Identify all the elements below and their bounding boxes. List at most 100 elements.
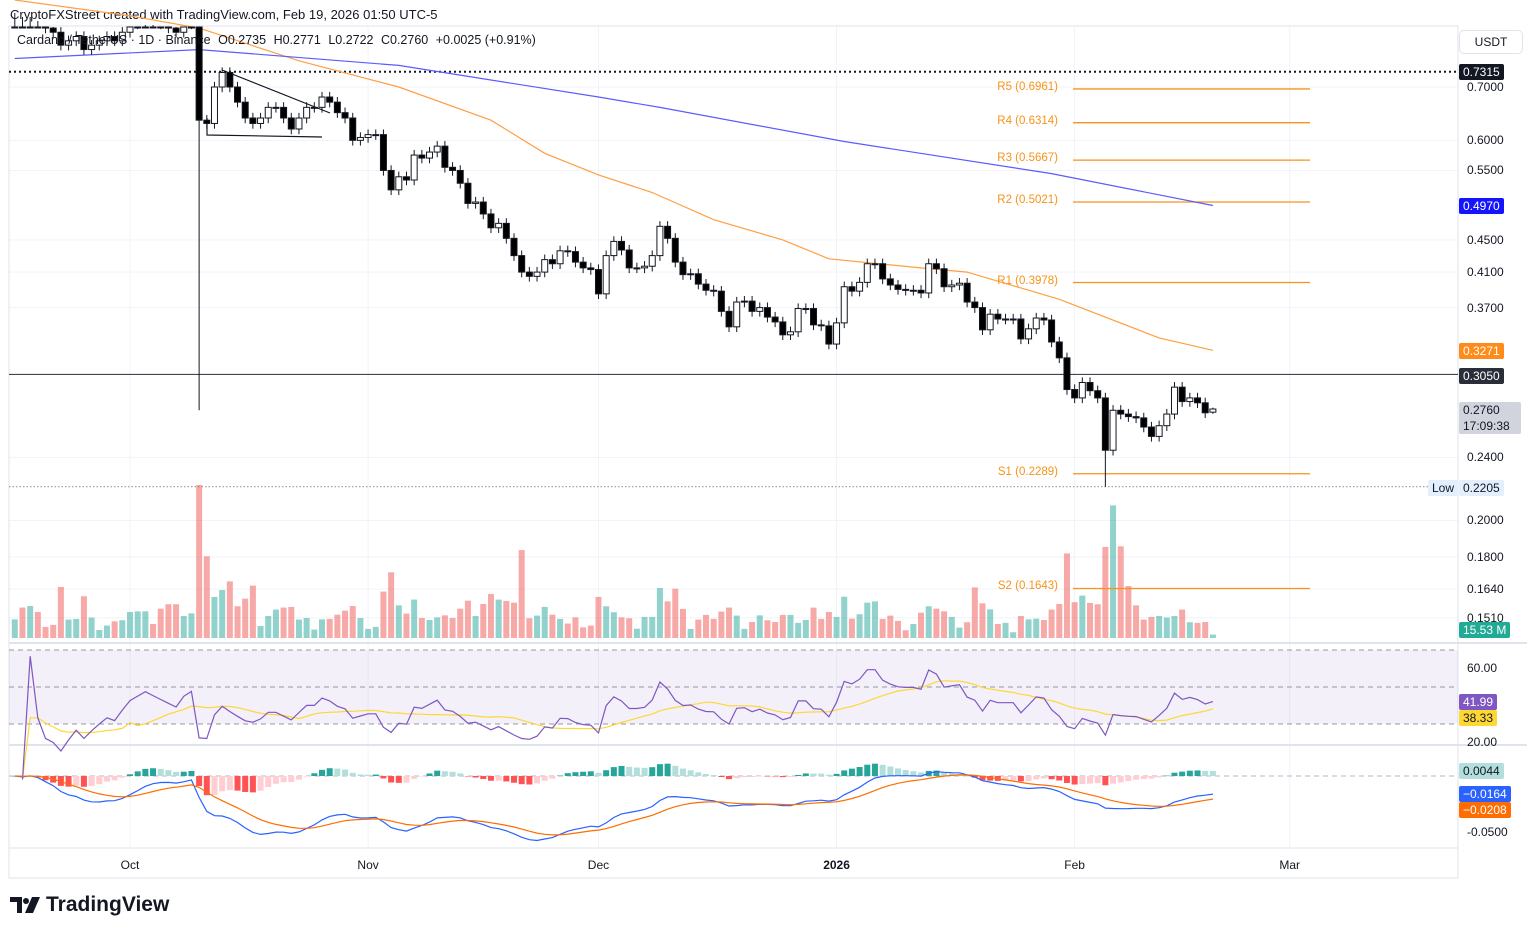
volume-bar <box>695 619 702 638</box>
level-tag-0.3050: 0.3050 <box>1459 368 1504 384</box>
macd-histogram-bar <box>987 776 994 781</box>
volume-bar <box>572 617 579 638</box>
volume-bar <box>311 629 318 638</box>
macd-histogram-bar <box>388 776 395 783</box>
volume-bar <box>1071 602 1078 638</box>
macd-histogram-bar <box>295 776 302 780</box>
candle-body <box>287 117 295 130</box>
macd-histogram-bar <box>726 776 733 780</box>
candle-body <box>303 106 311 119</box>
volume-bar <box>295 619 302 638</box>
candle-body <box>1109 409 1117 451</box>
candle-body <box>725 310 733 328</box>
candle-body <box>149 26 157 29</box>
volume-bar <box>726 607 733 638</box>
macd-histogram-bar <box>587 771 594 776</box>
candle-body <box>687 273 695 276</box>
macd-histogram-bar <box>603 770 610 776</box>
time-tick: Dec <box>587 858 610 872</box>
pivot-label: R2 (0.5021) <box>997 193 1058 206</box>
ma-slow-line <box>14 48 1214 207</box>
volume-bar <box>1056 604 1063 638</box>
candle-body <box>349 117 357 141</box>
macd-histogram-bar <box>557 775 564 777</box>
volume-bar <box>825 612 832 638</box>
candle-body <box>1101 397 1109 451</box>
volume-bar <box>687 628 694 638</box>
volume-bar <box>27 606 34 638</box>
candle-body <box>833 322 841 345</box>
macd-histogram-bar <box>80 776 87 787</box>
low-tag: 0.2205 <box>1459 480 1504 496</box>
candle-body <box>264 106 272 119</box>
candle-body <box>994 313 1002 320</box>
macd-histogram-bar <box>526 776 533 785</box>
volume-bar <box>1087 602 1093 638</box>
candle-body <box>625 249 633 269</box>
macd-histogram-bar <box>165 770 172 776</box>
macd-histogram-bar <box>196 776 203 786</box>
candle-body <box>1048 319 1056 343</box>
volume-bar <box>411 599 418 638</box>
candle-body <box>1071 389 1079 399</box>
volume-bar <box>403 613 410 638</box>
macd-histogram-bar <box>718 776 725 778</box>
macd-histogram-bar <box>357 774 364 776</box>
volume-bar <box>956 627 963 638</box>
volume-bar <box>480 604 487 638</box>
macd-histogram-bar <box>756 776 763 777</box>
macd-histogram-bar <box>280 776 287 783</box>
ohlc-change: +0.0025 (+0.91%) <box>435 33 536 47</box>
macd-histogram-bar <box>641 767 648 776</box>
volume-bar <box>1094 604 1101 638</box>
symbol-name[interactable]: Cardano / TetherUS · 1D · Binance <box>17 33 211 47</box>
chart-frame <box>8 25 1459 879</box>
volume-bar <box>103 625 110 638</box>
volume-bar <box>756 615 763 638</box>
price-tick: 0.4500 <box>1467 232 1504 247</box>
candle-body <box>479 201 487 215</box>
candle-body <box>226 71 234 88</box>
rsi-pane <box>9 649 1458 780</box>
macd-histogram-bar <box>426 773 433 776</box>
pane-borders <box>8 25 1527 879</box>
currency-button[interactable]: USDT <box>1459 30 1523 54</box>
volume-bar <box>257 626 264 638</box>
volume-bar <box>848 618 855 638</box>
macd-histogram-bar <box>211 776 218 795</box>
macd-histogram-bar <box>1079 776 1086 784</box>
volume-bar <box>426 620 433 638</box>
macd-histogram-bar <box>334 768 341 776</box>
volume-bar <box>649 616 656 638</box>
tradingview-logo[interactable]: TradingView <box>10 893 169 917</box>
macd-histogram-bar <box>534 776 541 784</box>
volume-bar <box>142 611 149 638</box>
symbol-legend[interactable]: Cardano / TetherUS · 1D · Binance O0.273… <box>17 33 540 47</box>
macd-histogram-bar <box>1087 776 1093 784</box>
candle-body <box>464 182 472 204</box>
macd-histogram-bar <box>895 768 901 776</box>
candle-body <box>203 119 211 124</box>
volume-bar <box>1017 616 1024 638</box>
candle-body <box>234 86 242 103</box>
volume-bar <box>165 604 172 638</box>
macd-histogram-bar <box>1194 770 1201 776</box>
candle-body <box>786 331 794 336</box>
macd-histogram-bar <box>825 774 832 776</box>
volume-bar <box>749 622 756 638</box>
macd-histogram-bar <box>610 767 617 776</box>
candle-body <box>717 290 725 312</box>
macd-histogram-bar <box>964 775 971 777</box>
candle-body <box>326 96 334 103</box>
macd-histogram-bar <box>564 773 571 776</box>
macd-histogram-bar <box>311 773 318 776</box>
candle-body <box>88 44 96 51</box>
candlesticks <box>11 13 1217 487</box>
volume-bar <box>1079 595 1086 638</box>
candle-body <box>1201 402 1209 414</box>
volume-bar <box>810 607 817 638</box>
macd-histogram-bar <box>710 775 717 776</box>
rsi-value-tag: 41.99 <box>1459 694 1498 710</box>
candle-body <box>441 145 449 168</box>
